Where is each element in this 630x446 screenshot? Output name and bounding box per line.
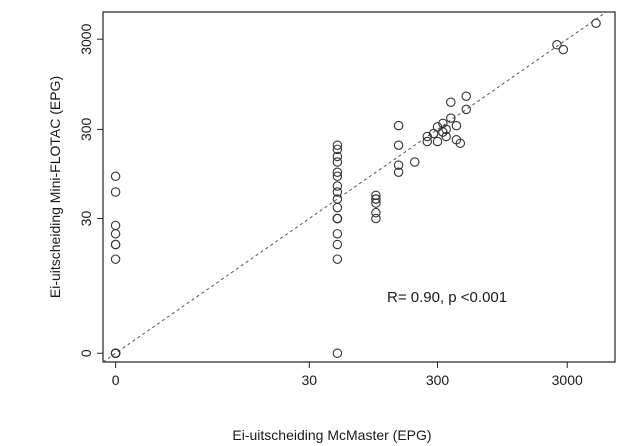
data-point: [332, 254, 343, 264]
data-point: [332, 213, 343, 224]
data-point: [591, 18, 601, 29]
data-point: [393, 160, 404, 170]
data-point: [461, 91, 471, 101]
data-point: [110, 220, 121, 231]
data-point: [332, 151, 343, 162]
data-point: [432, 136, 443, 147]
data-point: [332, 171, 343, 182]
data-point: [441, 124, 451, 135]
plot-frame: [102, 11, 616, 363]
y-axis-title: Ei-uitscheiding Mini-FLOTAC (EPG): [47, 76, 63, 298]
y-tick-label: 300: [78, 117, 94, 141]
y-axis: 0 30 300 3000: [78, 23, 103, 357]
data-point: [461, 104, 471, 115]
data-point: [371, 190, 381, 201]
y-tick-label: 3000: [78, 23, 94, 54]
data-point: [422, 136, 433, 147]
data-point: [446, 97, 456, 108]
data-point: [422, 131, 433, 142]
x-tick-label: 3000: [552, 372, 583, 388]
data-point: [371, 194, 381, 204]
y-tick-label: 30: [78, 211, 94, 227]
x-tick-label: 0: [112, 372, 120, 388]
data-point: [110, 171, 121, 182]
data-point: [371, 213, 381, 224]
data-point: [110, 254, 121, 264]
data-points: [110, 18, 601, 358]
data-point: [332, 202, 343, 213]
data-point: [110, 187, 121, 197]
data-point: [332, 157, 343, 167]
data-point: [409, 157, 420, 167]
y-tick-label: 0: [78, 349, 94, 357]
data-point: [371, 207, 381, 218]
data-point: [432, 122, 443, 132]
data-point: [552, 40, 562, 50]
correlation-annotation: R= 0.90, p <0.001: [387, 289, 507, 306]
x-axis: 0 30 300 3000: [112, 362, 583, 388]
data-point: [110, 239, 121, 250]
data-point: [332, 181, 343, 191]
data-point: [110, 348, 121, 358]
x-axis-title: Ei-uitscheiding McMaster (EPG): [232, 427, 431, 443]
reference-line: [102, 11, 607, 363]
data-point: [393, 140, 404, 150]
data-point: [332, 140, 343, 150]
data-point: [332, 167, 343, 177]
data-point: [110, 229, 121, 239]
data-point: [393, 120, 404, 131]
data-point: [332, 187, 343, 197]
data-point: [558, 44, 569, 55]
data-point: [332, 229, 343, 239]
data-point: [332, 239, 343, 250]
data-point: [393, 167, 404, 177]
data-point: [371, 198, 381, 208]
data-point: [332, 144, 343, 155]
data-point: [441, 131, 451, 142]
x-tick-label: 30: [301, 372, 317, 388]
data-point: [455, 138, 466, 149]
data-point: [451, 120, 462, 131]
data-point: [332, 348, 343, 358]
data-point: [332, 194, 343, 204]
data-point: [446, 113, 456, 123]
x-tick-label: 300: [426, 372, 450, 388]
data-point: [438, 118, 448, 129]
